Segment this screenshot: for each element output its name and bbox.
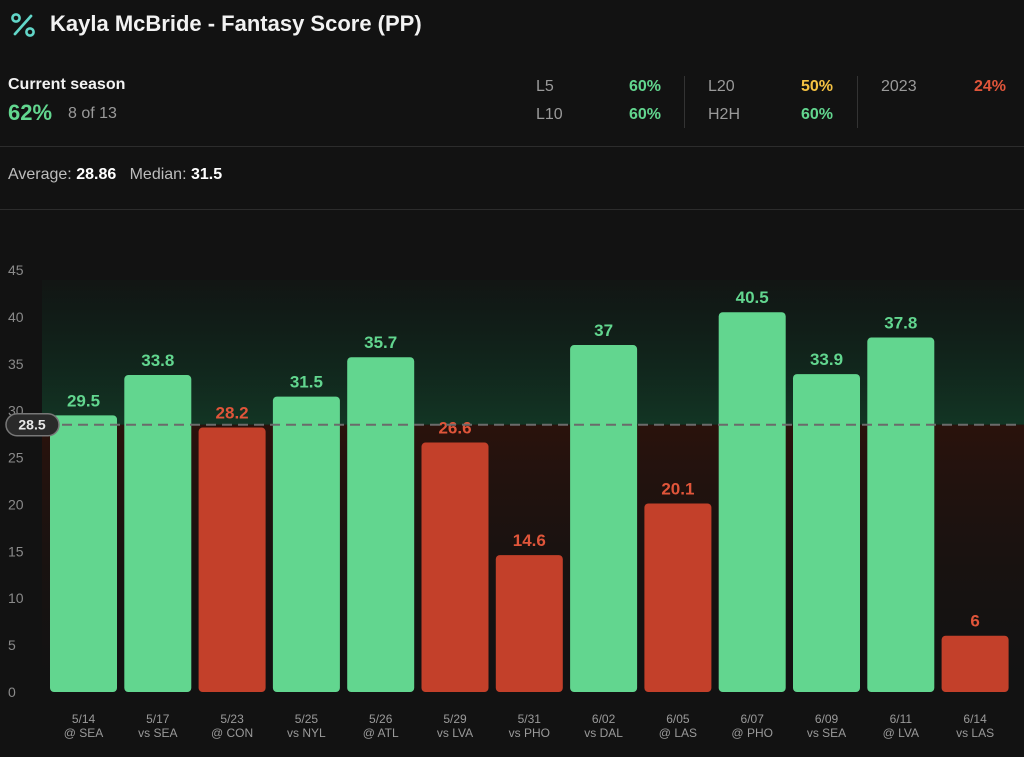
x-tick-opponent: @ LAS <box>659 726 697 740</box>
bar-value-label: 20.1 <box>661 480 694 499</box>
split-l20-value: 50% <box>800 78 833 95</box>
season-hit-rate: 62% <box>8 100 53 125</box>
bar <box>50 415 117 692</box>
y-tick-label: 10 <box>8 590 24 606</box>
x-tick-date: 5/14 <box>72 712 96 726</box>
bar <box>198 427 266 692</box>
x-tick-opponent: vs PHO <box>509 726 550 740</box>
x-tick-date: 6/14 <box>963 712 987 726</box>
y-tick-label: 20 <box>8 496 24 512</box>
average-value: 28.86 <box>76 166 117 183</box>
bar <box>644 503 712 692</box>
x-tick-date: 6/05 <box>666 712 690 726</box>
bar-value-label: 33.9 <box>810 350 843 369</box>
x-tick-date: 5/31 <box>518 712 542 726</box>
bar-value-label: 6 <box>970 612 979 631</box>
split-l10-value: 60% <box>628 106 661 123</box>
percent-icon <box>11 13 35 37</box>
y-tick-label: 15 <box>8 543 24 559</box>
bar-value-label: 31.5 <box>290 373 323 392</box>
x-tick-opponent: vs LVA <box>437 726 473 740</box>
split-2023-label: 2023 <box>881 78 917 95</box>
header: Kayla McBride - Fantasy Score (PP) <box>0 0 1024 52</box>
bar <box>124 375 192 692</box>
split-l5-label: L5 <box>536 78 554 95</box>
bar-value-label: 26.6 <box>438 419 471 438</box>
over-zone <box>42 280 1024 425</box>
season-hit-count: 8 of 13 <box>68 105 117 122</box>
x-tick-date: 6/07 <box>741 712 765 726</box>
bar <box>570 345 638 692</box>
y-tick-label: 40 <box>8 309 24 325</box>
split-h2h-value: 60% <box>800 106 833 123</box>
divider <box>857 76 858 128</box>
y-tick-label: 45 <box>8 262 24 278</box>
threshold-pill <box>5 412 60 437</box>
y-tick-label: 0 <box>8 684 16 700</box>
y-tick-label: 25 <box>8 450 24 466</box>
bar-value-label: 35.7 <box>364 333 397 352</box>
bar-value-label: 14.6 <box>513 531 546 550</box>
bar-value-label: 40.5 <box>736 288 769 307</box>
bar-value-label: 29.5 <box>67 391 100 410</box>
divider <box>0 209 1024 210</box>
bar <box>867 337 935 692</box>
x-tick-opponent: vs NYL <box>287 726 326 740</box>
x-tick-date: 6/09 <box>815 712 839 726</box>
split-l5-value: 60% <box>628 78 661 95</box>
median-label: Median: <box>129 166 187 183</box>
x-tick-date: 5/25 <box>295 712 319 726</box>
bar <box>793 374 860 692</box>
x-tick-opponent: vs SEA <box>807 726 846 740</box>
season-label: Current season <box>8 76 126 93</box>
x-tick-date: 6/11 <box>890 712 913 726</box>
bar-value-label: 28.2 <box>216 404 249 423</box>
threshold-label: 28.5 <box>18 417 45 433</box>
bar <box>272 396 340 692</box>
split-l20-label: L20 <box>708 78 735 95</box>
x-tick-opponent: vs SEA <box>138 726 177 740</box>
divider <box>0 146 1024 147</box>
x-tick-opponent: vs LAS <box>956 726 994 740</box>
x-tick-date: 5/29 <box>443 712 467 726</box>
split-l10-label: L10 <box>536 106 563 123</box>
x-tick-opponent: @ LVA <box>883 726 919 740</box>
split-h2h-label: H2H <box>708 106 741 123</box>
x-tick-opponent: @ SEA <box>64 726 104 740</box>
bar-value-label: 37.8 <box>884 314 917 333</box>
x-tick-opponent: @ CON <box>211 726 253 740</box>
x-tick-date: 5/23 <box>220 712 244 726</box>
x-tick-opponent: @ ATL <box>363 726 399 740</box>
y-tick-label: 5 <box>8 637 16 653</box>
x-tick-opponent: @ PHO <box>731 726 773 740</box>
bar <box>421 442 489 692</box>
bar <box>495 555 563 692</box>
x-tick-date: 5/17 <box>146 712 170 726</box>
y-tick-label: 35 <box>8 356 24 372</box>
bar-value-label: 37 <box>594 321 613 340</box>
x-tick-opponent: vs DAL <box>584 726 623 740</box>
bar <box>941 635 1009 692</box>
split-2023-value: 24% <box>973 78 1006 95</box>
divider <box>684 76 685 128</box>
x-tick-date: 6/02 <box>592 712 616 726</box>
page-title: Kayla McBride - Fantasy Score (PP) <box>50 11 422 36</box>
median-value: 31.5 <box>190 166 223 183</box>
x-tick-date: 5/26 <box>369 712 393 726</box>
bar <box>718 312 786 692</box>
bar-value-label: 33.8 <box>141 351 174 370</box>
bar <box>347 357 415 692</box>
average-label: Average: <box>8 166 72 183</box>
summary-row: Average: 28.86 Median: 31.5 <box>8 166 222 184</box>
